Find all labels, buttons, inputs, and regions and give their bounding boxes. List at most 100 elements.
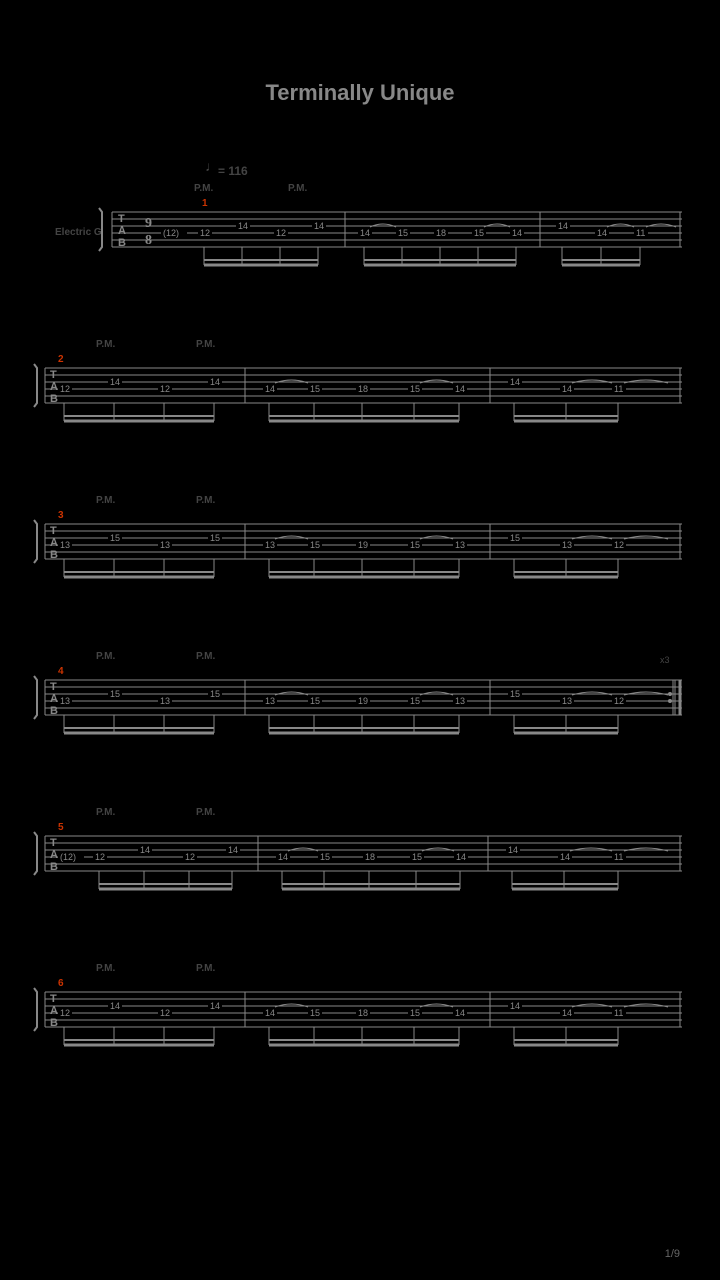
svg-text:T: T bbox=[50, 837, 57, 849]
svg-text:8: 8 bbox=[145, 233, 152, 248]
svg-text:11: 11 bbox=[614, 384, 623, 394]
svg-text:12: 12 bbox=[60, 384, 70, 394]
svg-text:15: 15 bbox=[110, 533, 120, 543]
svg-text:14: 14 bbox=[110, 377, 120, 387]
svg-text:14: 14 bbox=[265, 384, 275, 394]
svg-text:14: 14 bbox=[597, 228, 607, 238]
svg-text:14: 14 bbox=[360, 228, 370, 238]
palm-mute-label: P.M. bbox=[196, 495, 215, 506]
svg-text:14: 14 bbox=[265, 1008, 275, 1018]
svg-text:15: 15 bbox=[310, 540, 320, 550]
svg-text:A: A bbox=[118, 225, 126, 237]
svg-text:14: 14 bbox=[238, 221, 248, 231]
svg-text:12: 12 bbox=[276, 228, 286, 238]
svg-text:12: 12 bbox=[95, 852, 105, 862]
svg-text:13: 13 bbox=[265, 540, 275, 550]
palm-mute-label: P.M. bbox=[96, 651, 115, 662]
svg-text:A: A bbox=[50, 1005, 58, 1017]
svg-text:B: B bbox=[50, 861, 58, 873]
svg-text:13: 13 bbox=[160, 540, 170, 550]
palm-mute-label: P.M. bbox=[196, 339, 215, 350]
svg-text:15: 15 bbox=[398, 228, 408, 238]
svg-text:18: 18 bbox=[365, 852, 375, 862]
svg-text:14: 14 bbox=[210, 377, 220, 387]
svg-text:14: 14 bbox=[140, 845, 150, 855]
svg-text:14: 14 bbox=[510, 377, 520, 387]
svg-text:A: A bbox=[50, 381, 58, 393]
svg-text:14: 14 bbox=[455, 384, 465, 394]
svg-text:12: 12 bbox=[200, 228, 210, 238]
svg-text:13: 13 bbox=[60, 696, 70, 706]
palm-mute-label: P.M. bbox=[96, 495, 115, 506]
measure-number: 5 bbox=[58, 822, 64, 833]
measure-number: 1 bbox=[202, 198, 208, 209]
svg-text:T: T bbox=[50, 993, 57, 1005]
svg-text:11: 11 bbox=[614, 1008, 623, 1018]
palm-mute-label: P.M. bbox=[96, 807, 115, 818]
svg-text:14: 14 bbox=[508, 845, 518, 855]
svg-text:15: 15 bbox=[410, 696, 420, 706]
svg-text:14: 14 bbox=[455, 1008, 465, 1018]
repeat-count-label: x3 bbox=[660, 655, 670, 665]
measure-number: 2 bbox=[58, 354, 64, 365]
svg-text:18: 18 bbox=[436, 228, 446, 238]
svg-text:15: 15 bbox=[310, 384, 320, 394]
palm-mute-label: P.M. bbox=[96, 963, 115, 974]
svg-text:11: 11 bbox=[614, 852, 623, 862]
svg-text:9: 9 bbox=[145, 216, 152, 231]
svg-text:13: 13 bbox=[562, 540, 572, 550]
svg-text:12: 12 bbox=[185, 852, 195, 862]
measure-number: 3 bbox=[58, 510, 64, 521]
svg-text:14: 14 bbox=[278, 852, 288, 862]
svg-text:14: 14 bbox=[562, 1008, 572, 1018]
svg-text:12: 12 bbox=[60, 1008, 70, 1018]
svg-text:13: 13 bbox=[265, 696, 275, 706]
svg-text:19: 19 bbox=[358, 540, 368, 550]
svg-text:14: 14 bbox=[314, 221, 324, 231]
svg-text:T: T bbox=[118, 213, 125, 225]
svg-text:14: 14 bbox=[560, 852, 570, 862]
palm-mute-label: P.M. bbox=[196, 963, 215, 974]
svg-text:13: 13 bbox=[455, 540, 465, 550]
svg-text:12: 12 bbox=[160, 384, 170, 394]
svg-text:B: B bbox=[50, 393, 58, 405]
svg-text:14: 14 bbox=[210, 1001, 220, 1011]
svg-text:12: 12 bbox=[614, 696, 624, 706]
svg-text:15: 15 bbox=[320, 852, 330, 862]
measure-number: 4 bbox=[58, 666, 64, 677]
svg-text:14: 14 bbox=[110, 1001, 120, 1011]
svg-text:13: 13 bbox=[160, 696, 170, 706]
svg-text:15: 15 bbox=[310, 1008, 320, 1018]
svg-text:12: 12 bbox=[160, 1008, 170, 1018]
svg-text:15: 15 bbox=[410, 1008, 420, 1018]
svg-text:15: 15 bbox=[412, 852, 422, 862]
svg-text:(12): (12) bbox=[60, 852, 76, 862]
svg-text:15: 15 bbox=[410, 540, 420, 550]
svg-text:A: A bbox=[50, 849, 58, 861]
svg-text:14: 14 bbox=[228, 845, 238, 855]
svg-text:19: 19 bbox=[358, 696, 368, 706]
svg-text:T: T bbox=[50, 369, 57, 381]
svg-text:15: 15 bbox=[410, 384, 420, 394]
palm-mute-label: P.M. bbox=[196, 807, 215, 818]
palm-mute-label: P.M. bbox=[288, 183, 307, 194]
svg-text:14: 14 bbox=[510, 1001, 520, 1011]
svg-text:14: 14 bbox=[512, 228, 522, 238]
palm-mute-label: P.M. bbox=[96, 339, 115, 350]
svg-text:15: 15 bbox=[210, 533, 220, 543]
svg-text:T: T bbox=[50, 681, 57, 693]
svg-text:13: 13 bbox=[562, 696, 572, 706]
palm-mute-label: P.M. bbox=[196, 651, 215, 662]
tablature-canvas: TAB98(12)121412141415181514141411TAB1214… bbox=[0, 0, 720, 1280]
svg-text:13: 13 bbox=[455, 696, 465, 706]
svg-text:A: A bbox=[50, 693, 58, 705]
svg-text:B: B bbox=[50, 705, 58, 717]
svg-text:15: 15 bbox=[510, 689, 520, 699]
palm-mute-label: P.M. bbox=[194, 183, 213, 194]
svg-text:14: 14 bbox=[562, 384, 572, 394]
svg-text:B: B bbox=[118, 237, 126, 249]
svg-text:15: 15 bbox=[110, 689, 120, 699]
measure-number: 6 bbox=[58, 978, 64, 989]
svg-text:(12): (12) bbox=[163, 228, 179, 238]
svg-text:A: A bbox=[50, 537, 58, 549]
